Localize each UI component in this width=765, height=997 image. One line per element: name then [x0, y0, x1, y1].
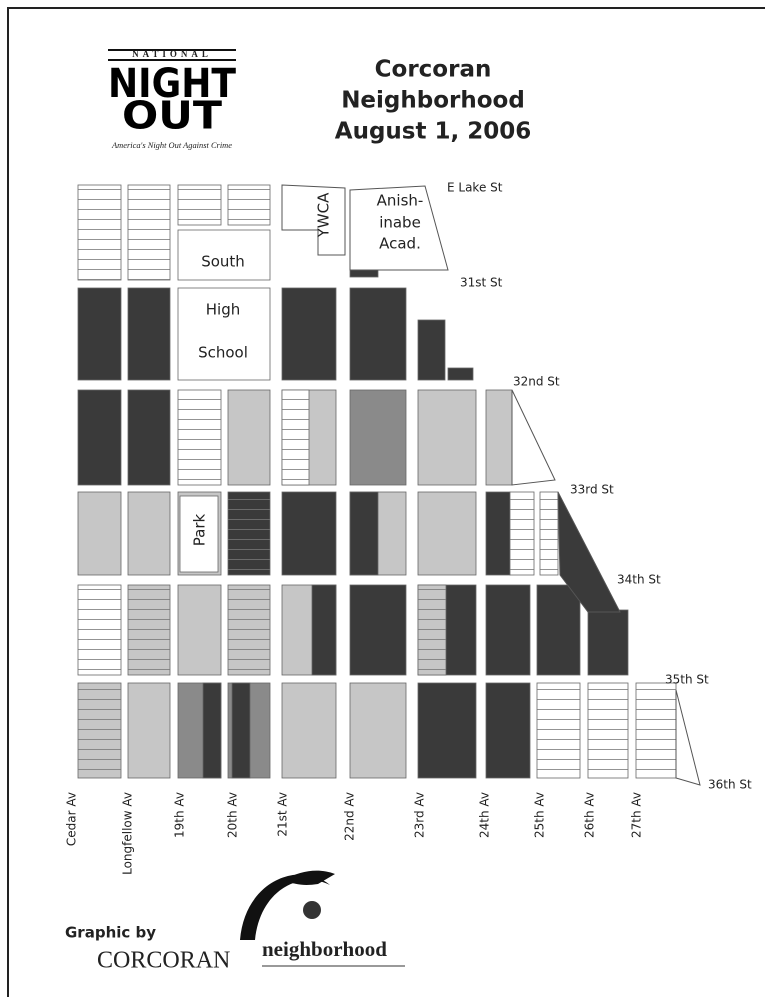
avenue-label: 26th Av	[583, 792, 597, 838]
avenue-label: 27th Av	[630, 792, 644, 838]
avenue-label: 20th Av	[226, 792, 240, 838]
block	[418, 683, 476, 778]
avenue-label: Cedar Av	[65, 792, 79, 846]
block	[228, 390, 270, 485]
street-label: 31st St	[460, 276, 503, 290]
lots	[78, 683, 121, 778]
logo: NATIONAL NIGHT OUT America's Night Out A…	[108, 49, 237, 150]
landmark-label: High	[206, 301, 240, 319]
credit: Graphic by CORCORAN neighborhood	[65, 871, 405, 974]
lots	[636, 683, 676, 778]
lots	[588, 683, 628, 778]
logo-tagline: America's Night Out Against Crime	[111, 141, 233, 150]
block	[282, 288, 336, 380]
avenue-label: 23rd Av	[413, 792, 427, 838]
lots	[282, 390, 309, 485]
landmark-label: Park	[191, 513, 209, 546]
triangle	[676, 690, 700, 785]
block	[312, 585, 336, 675]
lots	[128, 585, 170, 675]
lots	[228, 492, 270, 575]
avenue-label: 21st Av	[276, 792, 290, 837]
logo-banner: NATIONAL	[132, 49, 212, 59]
block	[232, 683, 250, 778]
block	[418, 390, 476, 485]
lots	[228, 585, 270, 675]
street-label: 32nd St	[513, 375, 560, 389]
block	[78, 288, 121, 380]
landmark-label: Acad.	[379, 235, 421, 253]
block	[350, 585, 406, 675]
street-label: 35th St	[665, 673, 709, 687]
landmark-label: South	[201, 253, 245, 271]
map: NATIONAL NIGHT OUT America's Night Out A…	[0, 0, 765, 997]
block	[282, 683, 336, 778]
lots	[228, 185, 270, 225]
ywca-parcel	[282, 185, 345, 255]
landmark-label: Anish-	[377, 192, 424, 210]
street-label: 36th St	[708, 778, 752, 792]
block	[78, 390, 121, 485]
lots	[537, 683, 580, 778]
avenue-label: 19th Av	[173, 792, 187, 838]
lots	[128, 185, 170, 280]
block	[203, 683, 221, 778]
lots	[510, 492, 534, 575]
landmark-label: inabe	[379, 214, 421, 232]
landmark-label: School	[198, 344, 248, 362]
credit-org: CORCORAN	[97, 948, 230, 974]
credit-word: neighborhood	[262, 937, 387, 961]
block	[350, 390, 406, 485]
avenue-label: 25th Av	[533, 792, 547, 838]
block	[588, 610, 628, 675]
landmark-label: YWCA	[315, 192, 333, 238]
block	[486, 585, 530, 675]
block	[448, 368, 473, 380]
block	[350, 288, 406, 380]
block	[128, 390, 170, 485]
block	[128, 288, 170, 380]
block	[128, 492, 170, 575]
block	[486, 683, 530, 778]
street-label: 34th St	[617, 573, 661, 587]
block	[282, 492, 336, 575]
block	[418, 320, 445, 380]
street-label: 33rd St	[570, 483, 614, 497]
title-line: Corcoran	[375, 57, 492, 83]
lots	[78, 185, 121, 280]
avenue-label: 24th Av	[478, 792, 492, 838]
block	[486, 492, 510, 575]
lots	[178, 185, 221, 225]
block	[78, 492, 121, 575]
lots	[78, 585, 121, 675]
title-line: August 1, 2006	[335, 119, 531, 145]
logo-out: OUT	[122, 94, 222, 138]
block	[486, 390, 512, 485]
block	[350, 492, 378, 575]
lots	[178, 390, 221, 485]
avenue-label: Longfellow Av	[121, 792, 135, 875]
street-label: E Lake St	[447, 181, 503, 195]
block	[418, 492, 476, 575]
avenue-label: 22nd Av	[343, 792, 357, 841]
credit-by: Graphic by	[65, 924, 156, 942]
title-line: Neighborhood	[341, 88, 525, 114]
block	[537, 585, 580, 675]
block	[178, 585, 221, 675]
triangle	[512, 390, 555, 485]
lots	[540, 492, 558, 575]
block	[350, 683, 406, 778]
block	[128, 683, 170, 778]
lots	[418, 585, 446, 675]
